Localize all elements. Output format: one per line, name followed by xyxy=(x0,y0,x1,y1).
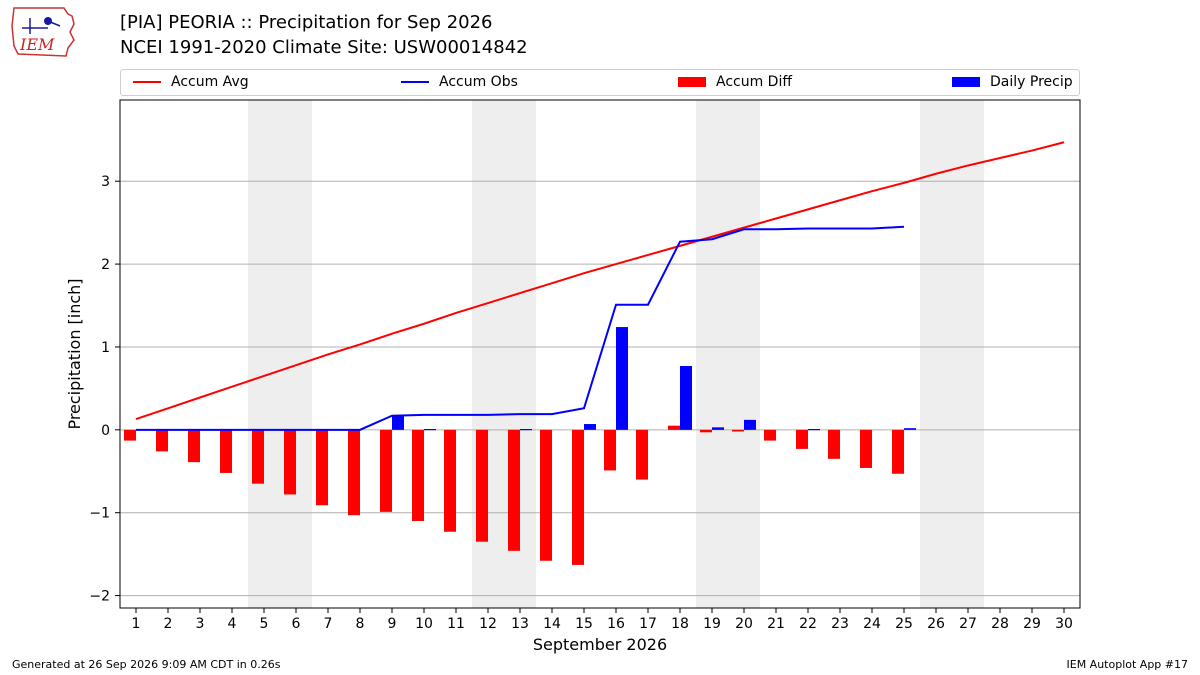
x-tick-label: 6 xyxy=(292,616,301,632)
accum-diff-bar xyxy=(156,429,168,452)
x-tick-label: 20 xyxy=(735,616,753,632)
accum-diff-bar xyxy=(540,429,552,561)
x-tick-label: 9 xyxy=(388,616,397,632)
x-tick-label: 21 xyxy=(767,616,785,632)
x-tick-label: 22 xyxy=(799,616,817,632)
x-tick-label: 4 xyxy=(228,616,237,632)
legend-item-accum-avg: Accum Avg xyxy=(133,73,249,91)
x-tick-label: 13 xyxy=(511,616,529,632)
accum-diff-bar xyxy=(284,429,296,495)
x-tick-label: 29 xyxy=(1023,616,1041,632)
accum-avg-line xyxy=(135,141,1065,421)
x-tick-label: 2 xyxy=(164,616,173,632)
accum-diff-bar xyxy=(188,429,200,463)
legend-item-daily-precip: Daily Precip xyxy=(952,73,1073,91)
accum-diff-bar xyxy=(892,429,904,474)
x-tick-label: 19 xyxy=(703,616,721,632)
y-tick-label: 1 xyxy=(101,340,110,356)
app-credit: IEM Autoplot App #17 xyxy=(1066,658,1189,671)
generated-note: Generated at 26 Sep 2026 9:09 AM CDT in … xyxy=(12,658,281,671)
x-tick-label: 27 xyxy=(959,616,977,632)
weekend-band xyxy=(696,100,760,608)
iem-logo: IEM xyxy=(8,6,80,58)
x-tick-label: 11 xyxy=(447,616,465,632)
accum-diff-bar xyxy=(252,429,264,484)
weekend-band xyxy=(920,100,984,608)
legend-swatch xyxy=(678,77,706,87)
accum-diff-bar xyxy=(348,429,360,516)
daily-precip-bar xyxy=(904,428,916,430)
accum-diff-bar xyxy=(380,429,392,512)
y-axis-label: Precipitation [inch] xyxy=(65,278,84,429)
daily-precip-bar xyxy=(712,427,724,430)
x-tick-label: 1 xyxy=(132,616,141,632)
accum-diff-bar xyxy=(412,429,424,521)
x-tick-label: 5 xyxy=(260,616,269,632)
daily-precip-bar xyxy=(744,419,756,430)
x-tick-label: 28 xyxy=(991,616,1009,632)
legend: Accum Avg Accum Obs Accum Diff Daily Pre… xyxy=(120,69,1080,96)
y-tick-label: 3 xyxy=(101,174,110,190)
x-tick-label: 16 xyxy=(607,616,625,632)
x-tick-label: 17 xyxy=(639,616,657,632)
legend-item-accum-diff: Accum Diff xyxy=(678,73,792,91)
chart-subtitle: NCEI 1991-2020 Climate Site: USW00014842 xyxy=(120,37,528,58)
plot-frame xyxy=(119,99,1081,609)
accum-diff-bar xyxy=(860,429,872,468)
x-tick-label: 26 xyxy=(927,616,945,632)
x-tick-label: 15 xyxy=(575,616,593,632)
daily-precip-bar xyxy=(424,428,436,431)
accum-diff-bar xyxy=(828,429,840,459)
x-tick-label: 14 xyxy=(543,616,561,632)
daily-precip-bar xyxy=(520,428,532,431)
legend-label: Accum Avg xyxy=(171,74,249,90)
y-tick-label: 2 xyxy=(101,257,110,273)
x-tick-label: 25 xyxy=(895,616,913,632)
x-tick-label: 7 xyxy=(324,616,333,632)
accum-diff-bar xyxy=(316,429,328,506)
x-tick-label: 12 xyxy=(479,616,497,632)
accum-diff-bar xyxy=(508,429,520,551)
accum-diff-bar xyxy=(732,429,744,432)
x-axis-label: September 2026 xyxy=(533,635,667,654)
legend-label: Daily Precip xyxy=(990,74,1073,90)
y-tick-label: −1 xyxy=(89,506,110,522)
accum-diff-bar xyxy=(764,429,776,441)
weekend-band xyxy=(248,100,312,608)
legend-swatch xyxy=(133,81,161,83)
accum-obs-line xyxy=(136,225,905,431)
legend-swatch xyxy=(401,81,429,83)
x-tick-label: 3 xyxy=(196,616,205,632)
logo-text: IEM xyxy=(19,35,55,54)
x-tick-label: 10 xyxy=(415,616,433,632)
accum-diff-bar xyxy=(124,429,136,441)
accum-diff-bar xyxy=(604,429,616,471)
x-tick-label: 18 xyxy=(671,616,689,632)
chart-title: [PIA] PEORIA :: Precipitation for Sep 20… xyxy=(120,12,493,33)
accum-diff-bar xyxy=(668,425,680,430)
x-tick-label: 30 xyxy=(1055,616,1073,632)
accum-diff-bar xyxy=(700,429,712,433)
x-tick-label: 8 xyxy=(356,616,365,632)
accum-diff-bar xyxy=(796,429,808,449)
x-tick-label: 23 xyxy=(831,616,849,632)
daily-precip-bar xyxy=(616,327,628,430)
legend-label: Accum Obs xyxy=(439,74,518,90)
daily-precip-bar xyxy=(584,424,596,430)
accum-diff-bar xyxy=(444,429,456,532)
y-tick-label: 0 xyxy=(101,423,110,439)
x-tick-label: 24 xyxy=(863,616,881,632)
legend-item-accum-obs: Accum Obs xyxy=(401,73,518,91)
accum-diff-bar xyxy=(636,429,648,480)
legend-swatch xyxy=(952,77,980,87)
daily-precip-bar xyxy=(392,415,404,430)
accum-diff-bar xyxy=(220,429,232,473)
legend-label: Accum Diff xyxy=(716,74,793,90)
daily-precip-bar xyxy=(808,428,820,431)
daily-precip-bar xyxy=(680,366,692,430)
accum-diff-bar xyxy=(476,429,488,542)
accum-diff-bar xyxy=(572,429,584,565)
y-tick-label: −2 xyxy=(89,589,110,605)
